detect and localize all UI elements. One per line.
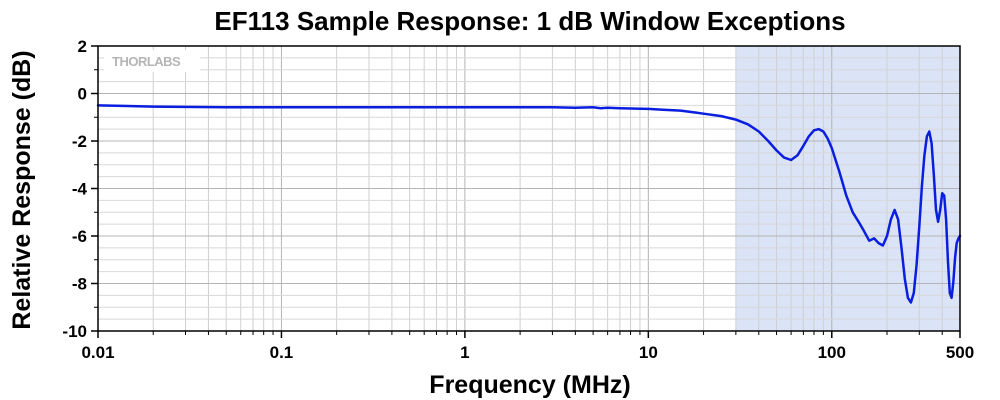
x-axis-label: Frequency (MHz) — [429, 371, 630, 399]
y-tick-label: -2 — [72, 132, 87, 151]
x-tick-label: 10 — [639, 343, 658, 362]
series-line — [96, 104, 962, 304]
y-axis-label: Relative Response (dB) — [8, 50, 36, 329]
logo-background — [104, 50, 200, 72]
x-tick-label: 1 — [460, 343, 469, 362]
y-tick-label: -4 — [72, 180, 88, 199]
chart-title: EF113 Sample Response: 1 dB Window Excep… — [214, 6, 845, 36]
x-tick-label: 100 — [818, 343, 846, 362]
axis-tick-labels: 0.01 0.1 1 10 100 500 2 0 -2 -4 -6 -8 -10 — [62, 37, 974, 362]
axis-ticks — [91, 45, 961, 338]
y-tick-label: 0 — [78, 85, 87, 104]
y-tick-label: -8 — [72, 275, 87, 294]
x-tick-label: 500 — [946, 343, 974, 362]
x-tick-label: 0.01 — [81, 343, 114, 362]
y-tick-label: -10 — [62, 322, 87, 341]
logo-text: THORLABS — [112, 54, 181, 69]
thorlabs-logo: THORLABS — [104, 50, 200, 72]
y-tick-label: 2 — [78, 37, 87, 56]
y-tick-label: -6 — [72, 227, 87, 246]
x-tick-label: 0.1 — [270, 343, 294, 362]
grid-lines — [97, 45, 961, 332]
